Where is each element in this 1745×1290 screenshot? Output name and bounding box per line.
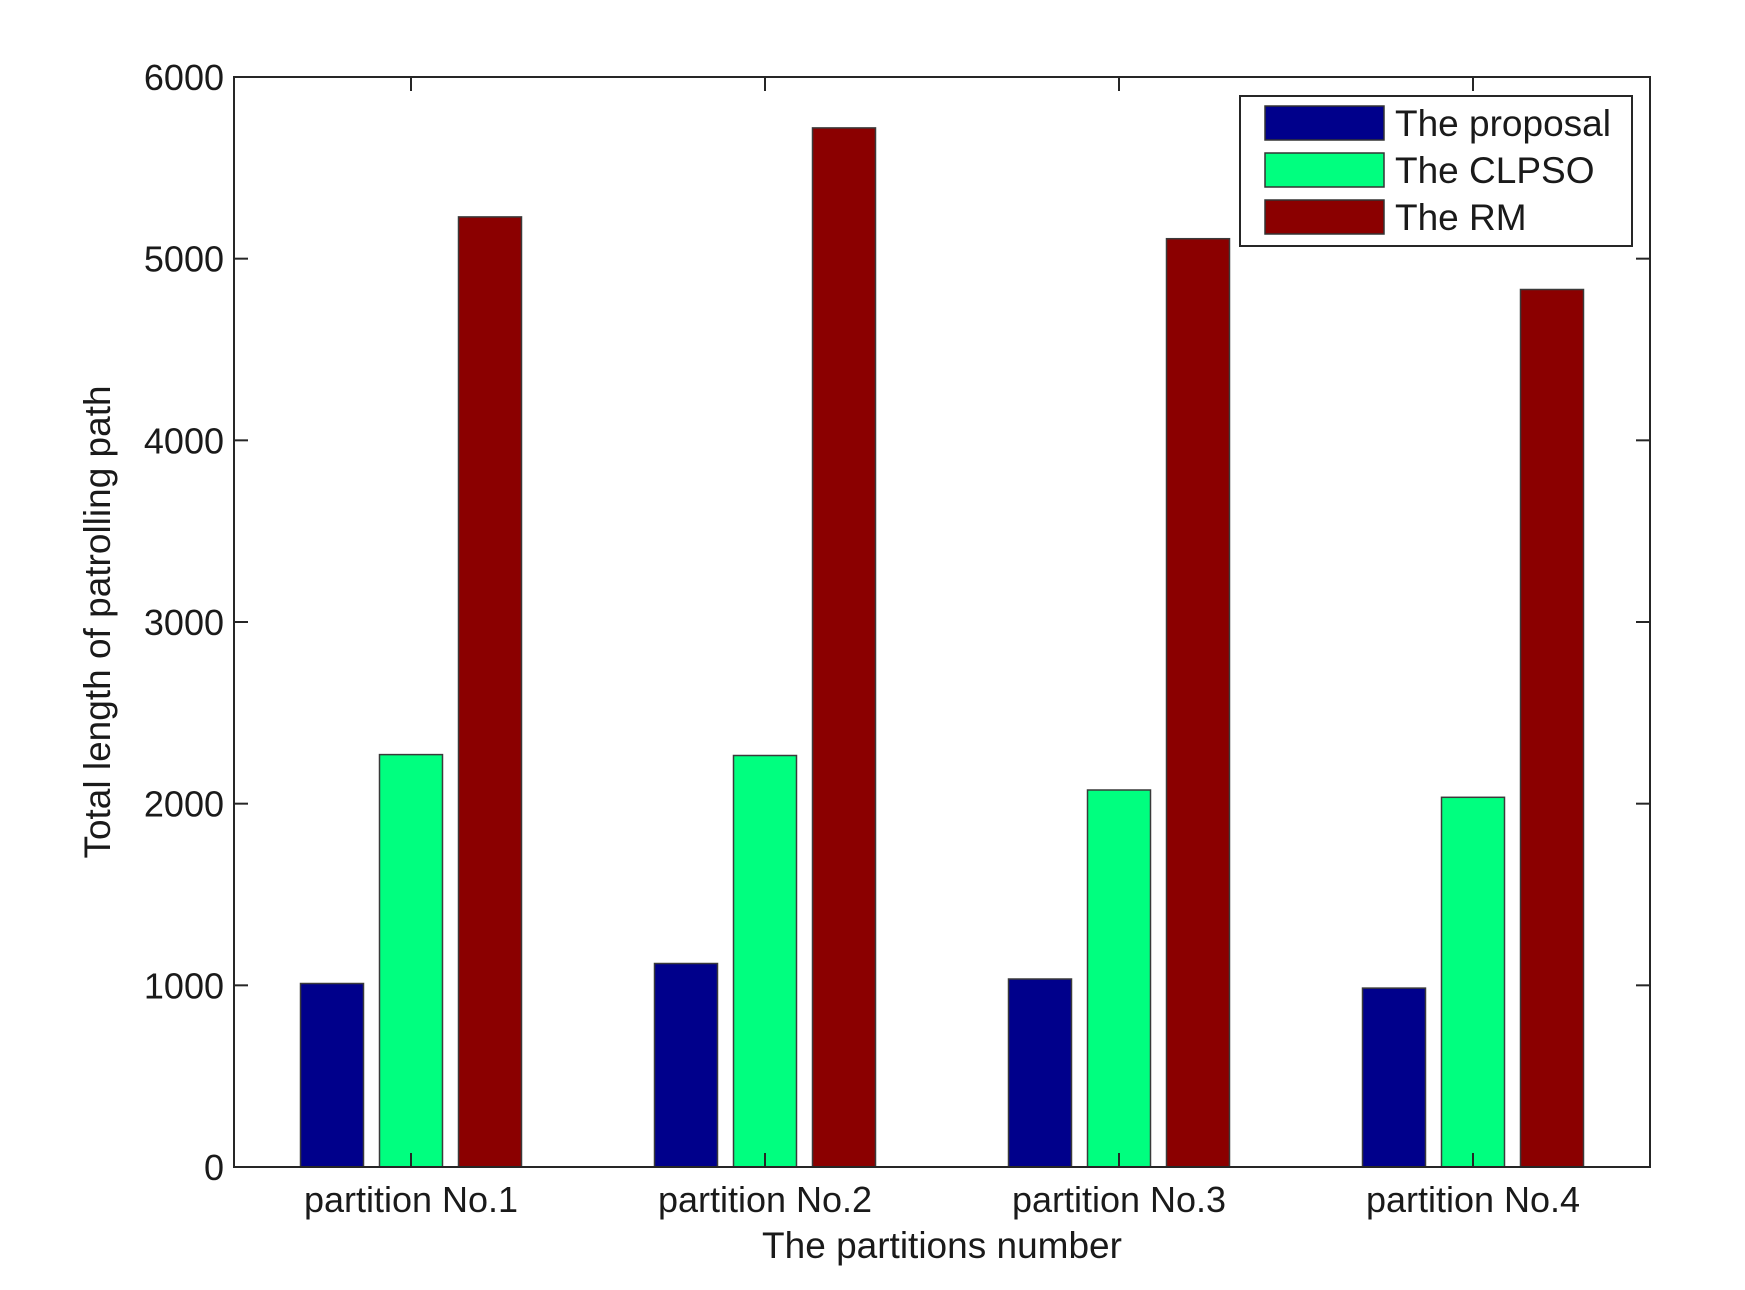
x-tick-labels: partition No.1 partition No.2 partition No… <box>304 1179 1580 1220</box>
bar-3-category-2 <box>811 127 877 1168</box>
bar-2-category-2 <box>732 754 798 1168</box>
y-axis-label: Total length of patrolling path <box>77 385 118 858</box>
y-tick-label: 2000 <box>144 784 224 825</box>
bar-1-category-4 <box>1361 987 1427 1168</box>
x-tick-label: partition No.1 <box>304 1179 518 1220</box>
legend-label-clpso: The CLPSO <box>1395 150 1594 191</box>
bar-1-category-1 <box>299 982 365 1168</box>
legend-label-proposal: The proposal <box>1395 103 1611 144</box>
y-tick-label: 0 <box>204 1147 224 1188</box>
bar-2-category-4 <box>1440 796 1506 1168</box>
x-tick-label: partition No.4 <box>1366 1179 1580 1220</box>
bar-3-category-4 <box>1519 288 1585 1168</box>
legend-label-rm: The RM <box>1395 197 1527 238</box>
y-tick-labels: 0 1000 2000 3000 4000 5000 6000 <box>144 57 224 1188</box>
y-tick-label: 5000 <box>144 239 224 280</box>
bar-2-category-1 <box>378 753 444 1168</box>
y-tick-label: 6000 <box>144 57 224 98</box>
bars-group <box>299 127 1585 1168</box>
y-tick-label: 4000 <box>144 420 224 461</box>
bar-3-category-3 <box>1165 237 1231 1168</box>
y-tick-label: 3000 <box>144 602 224 643</box>
legend-swatch-rm <box>1264 199 1385 235</box>
bar-3-category-1 <box>457 216 523 1168</box>
legend-swatch-clpso <box>1264 152 1385 188</box>
bar-1-category-3 <box>1007 978 1073 1168</box>
x-tick-label: partition No.3 <box>1012 1179 1226 1220</box>
x-axis-label: The partitions number <box>762 1225 1122 1266</box>
bar-1-category-2 <box>653 962 719 1168</box>
x-tick-label: partition No.2 <box>658 1179 872 1220</box>
y-tick-label: 1000 <box>144 965 224 1006</box>
legend: The proposal The CLPSO The RM <box>1239 95 1633 247</box>
legend-swatch-proposal <box>1264 105 1385 141</box>
plot-frame <box>233 76 1651 1168</box>
bar-2-category-3 <box>1086 789 1152 1168</box>
